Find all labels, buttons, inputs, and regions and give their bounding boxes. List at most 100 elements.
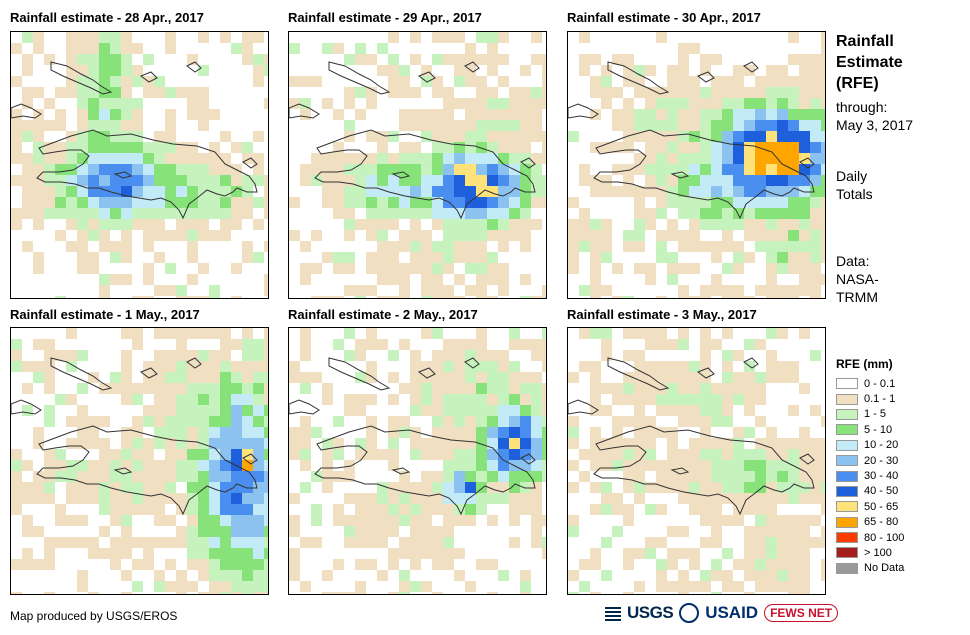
rainfall-cell — [454, 98, 465, 109]
rainfall-cell — [454, 76, 465, 87]
rainfall-cell — [487, 197, 498, 208]
rainfall-cell — [289, 76, 300, 87]
rainfall-cell — [777, 241, 788, 252]
rainfall-cell — [645, 383, 656, 394]
panel-title-2: Rainfall estimate - 29 Apr., 2017 — [288, 10, 482, 25]
rainfall-cell — [645, 153, 656, 164]
rainfall-cell — [300, 175, 311, 186]
rainfall-cell — [220, 581, 231, 592]
rainfall-cell — [121, 230, 132, 241]
rainfall-cell — [443, 460, 454, 471]
rainfall-cell — [366, 438, 377, 449]
rainfall-cell — [242, 570, 253, 581]
rainfall-cell — [300, 241, 311, 252]
rainfall-cell — [766, 65, 777, 76]
rainfall-cell — [421, 438, 432, 449]
rainfall-cell — [187, 98, 198, 109]
rainfall-cell — [143, 537, 154, 548]
sidebar-data-line: NASA- — [836, 271, 879, 287]
rainfall-cell — [154, 515, 165, 526]
rainfall-cell — [799, 328, 810, 339]
rainfall-cell — [498, 383, 509, 394]
rainfall-cell — [121, 460, 132, 471]
rainfall-cell — [755, 460, 766, 471]
rainfall-cell — [509, 438, 520, 449]
rainfall-cell — [722, 109, 733, 120]
rainfall-cell — [388, 263, 399, 274]
rainfall-cell — [711, 405, 722, 416]
rainfall-cell — [689, 394, 700, 405]
rainfall-cell — [289, 559, 300, 570]
rainfall-cell — [121, 372, 132, 383]
rainfall-cell — [355, 109, 366, 120]
rainfall-cell — [399, 120, 410, 131]
coastline — [607, 61, 670, 95]
rainfall-cell — [612, 493, 623, 504]
rainfall-cell — [22, 241, 33, 252]
legend-swatch — [836, 516, 858, 528]
rainfall-cell — [755, 515, 766, 526]
rainfall-cell — [777, 296, 788, 298]
rainfall-cell — [531, 526, 542, 537]
rainfall-cell — [656, 230, 667, 241]
rainfall-cell — [11, 449, 22, 460]
rainfall-cell — [465, 449, 476, 460]
rainfall-cell — [711, 515, 722, 526]
rainfall-cell — [634, 350, 645, 361]
rainfall-cell — [766, 263, 777, 274]
rainfall-cell — [121, 76, 132, 87]
rainfall-cell — [443, 230, 454, 241]
rainfall-cell — [531, 394, 542, 405]
rainfall-cell — [542, 153, 546, 164]
rainfall-cell — [542, 438, 546, 449]
rainfall-cell — [242, 361, 253, 372]
rainfall-cell — [568, 197, 579, 208]
rainfall-cell — [678, 241, 689, 252]
rainfall-cell — [388, 164, 399, 175]
rainfall-cell — [209, 559, 220, 570]
rainfall-cell — [366, 515, 377, 526]
rainfall-cell — [198, 120, 209, 131]
rainfall-cell — [143, 460, 154, 471]
coastline — [50, 61, 113, 95]
rainfall-cell — [22, 548, 33, 559]
rainfall-cell — [465, 515, 476, 526]
rainfall-cell — [799, 581, 810, 592]
rainfall-cell — [399, 87, 410, 98]
rainfall-cell — [454, 32, 465, 43]
rainfall-cell — [110, 197, 121, 208]
rainfall-cell — [355, 394, 366, 405]
rainfall-cell — [198, 372, 209, 383]
rainfall-cell — [432, 208, 443, 219]
sidebar-totals-line: Daily — [836, 168, 868, 184]
rainfall-cell — [788, 142, 799, 153]
rainfall-cell — [66, 219, 77, 230]
rainfall-cell — [531, 54, 542, 65]
rainfall-cell — [366, 372, 377, 383]
rainfall-cell — [766, 87, 777, 98]
rainfall-cell — [432, 142, 443, 153]
rainfall-cell — [154, 131, 165, 142]
rainfall-cell — [322, 252, 333, 263]
rainfall-cell — [634, 581, 645, 592]
rainfall-cell — [22, 131, 33, 142]
rainfall-cell — [667, 109, 678, 120]
rainfall-cell — [733, 350, 744, 361]
rainfall-cell — [777, 131, 788, 142]
rainfall-raster — [289, 328, 546, 594]
rainfall-cell — [22, 32, 33, 43]
rainfall-cell — [799, 460, 810, 471]
coastline — [289, 103, 320, 119]
rainfall-cell — [33, 164, 44, 175]
rainfall-cell — [678, 65, 689, 76]
rainfall-cell — [99, 230, 110, 241]
rainfall-cell — [198, 175, 209, 186]
rainfall-cell — [132, 339, 143, 350]
rainfall-cell — [454, 449, 465, 460]
usaid-seal-icon — [679, 603, 700, 623]
rainfall-cell — [77, 252, 88, 263]
rainfall-cell — [121, 592, 132, 594]
rainfall-cell — [209, 361, 220, 372]
rainfall-cell — [810, 230, 821, 241]
rainfall-cell — [66, 43, 77, 54]
